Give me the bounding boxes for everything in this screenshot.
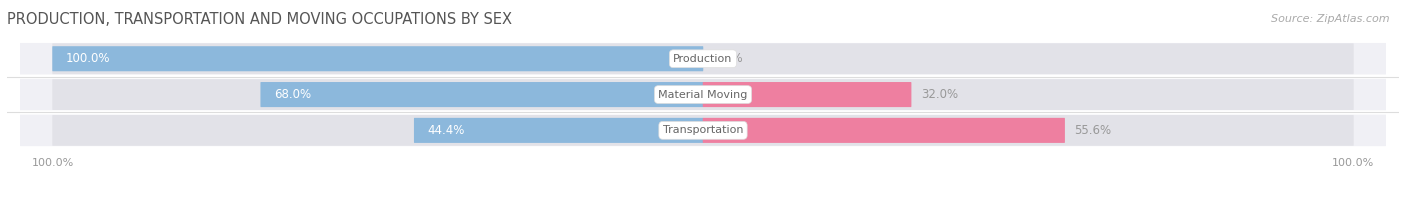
- FancyBboxPatch shape: [52, 115, 703, 146]
- Text: 68.0%: 68.0%: [274, 88, 311, 101]
- Text: 44.4%: 44.4%: [427, 124, 464, 137]
- Text: Transportation: Transportation: [662, 125, 744, 135]
- FancyBboxPatch shape: [52, 43, 703, 74]
- FancyBboxPatch shape: [703, 82, 911, 107]
- FancyBboxPatch shape: [413, 118, 703, 143]
- FancyBboxPatch shape: [20, 43, 1386, 74]
- Text: Production: Production: [673, 54, 733, 64]
- FancyBboxPatch shape: [703, 43, 1354, 74]
- Text: 32.0%: 32.0%: [921, 88, 957, 101]
- Text: 100.0%: 100.0%: [66, 52, 110, 65]
- FancyBboxPatch shape: [260, 82, 703, 107]
- FancyBboxPatch shape: [703, 118, 1064, 143]
- FancyBboxPatch shape: [703, 79, 1354, 110]
- FancyBboxPatch shape: [52, 79, 703, 110]
- Text: 55.6%: 55.6%: [1074, 124, 1112, 137]
- Text: 0.0%: 0.0%: [713, 52, 742, 65]
- Text: Source: ZipAtlas.com: Source: ZipAtlas.com: [1271, 14, 1389, 24]
- FancyBboxPatch shape: [52, 46, 703, 71]
- FancyBboxPatch shape: [703, 115, 1354, 146]
- Text: PRODUCTION, TRANSPORTATION AND MOVING OCCUPATIONS BY SEX: PRODUCTION, TRANSPORTATION AND MOVING OC…: [7, 12, 512, 27]
- FancyBboxPatch shape: [20, 115, 1386, 146]
- Text: Material Moving: Material Moving: [658, 90, 748, 99]
- FancyBboxPatch shape: [20, 79, 1386, 110]
